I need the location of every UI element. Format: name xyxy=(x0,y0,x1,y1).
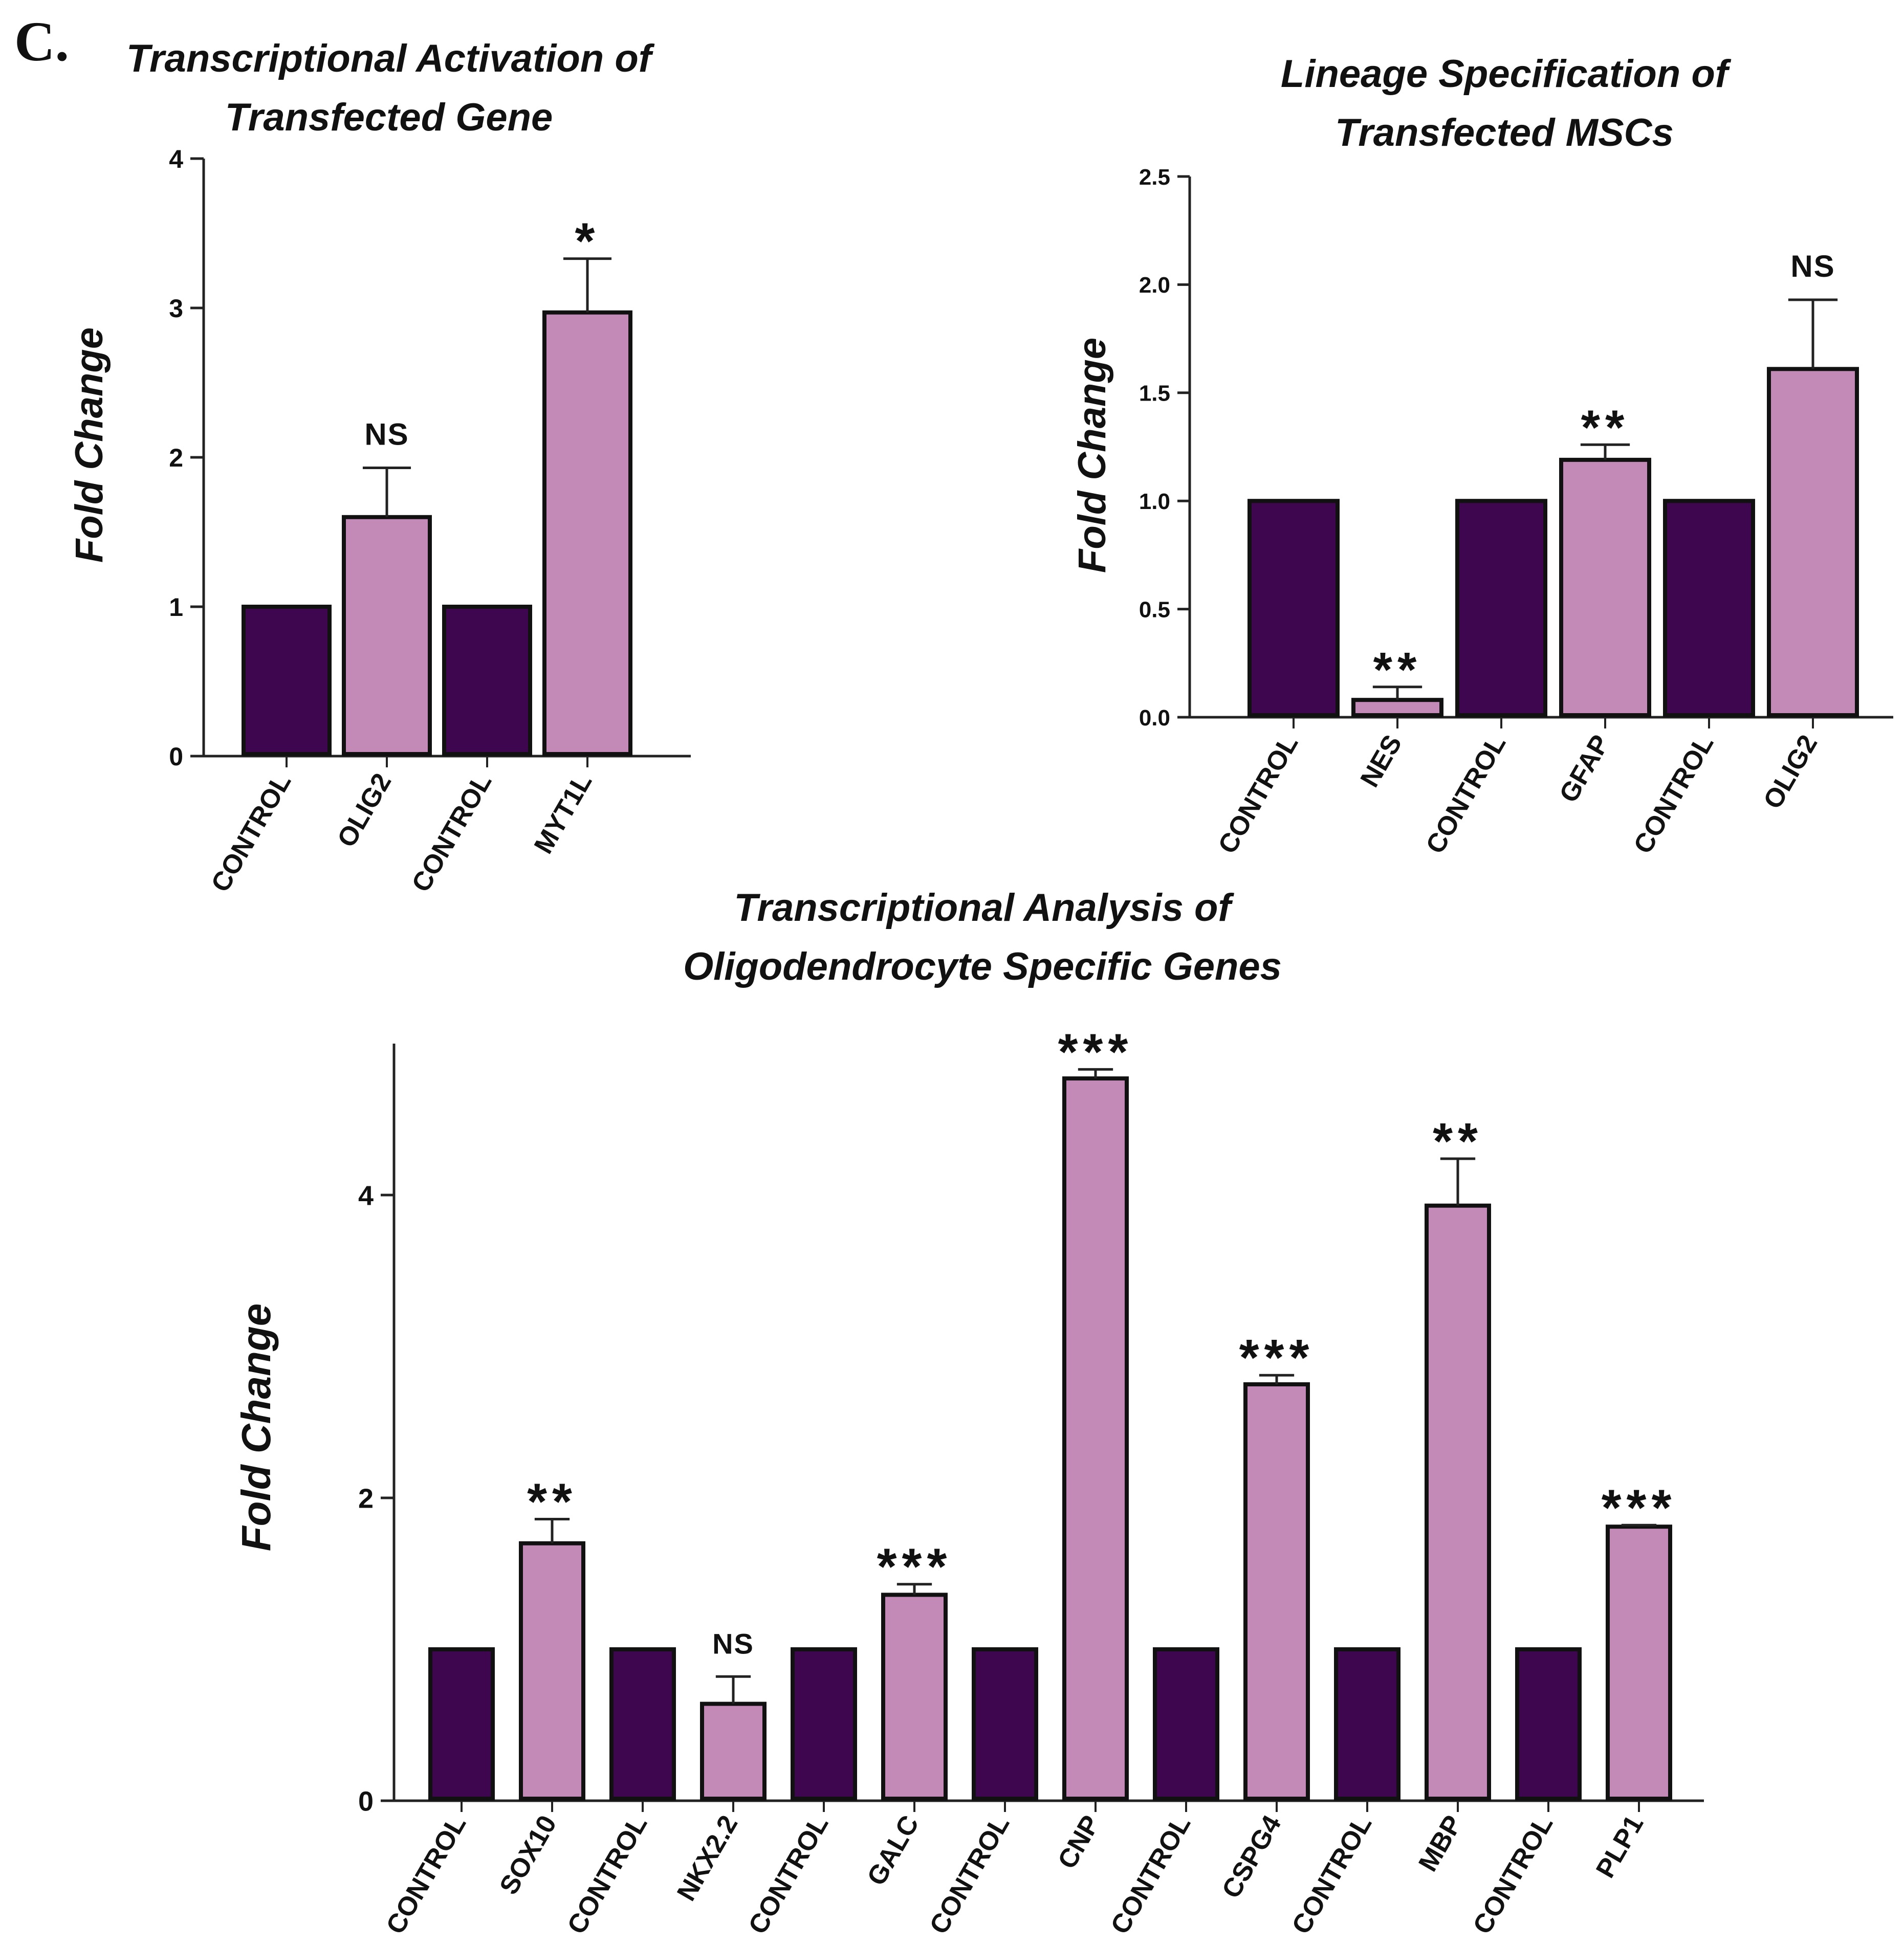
treatment-bar xyxy=(519,1541,585,1801)
significance-label: * xyxy=(575,213,600,270)
significance-label: NS xyxy=(364,417,409,451)
y-tick-label: 2.5 xyxy=(1139,165,1170,190)
significance-label: ** xyxy=(1581,400,1630,455)
y-tick-label: 4 xyxy=(169,145,183,173)
treatment-bar xyxy=(342,515,432,756)
control-bar xyxy=(442,605,532,756)
treatment-bar xyxy=(542,310,632,756)
significance-label: NS xyxy=(1790,249,1835,283)
treatment-bar xyxy=(881,1593,948,1801)
control-bar xyxy=(1248,499,1340,717)
chart-title-line: Lineage Specification of xyxy=(1281,52,1732,96)
control-bar xyxy=(1153,1647,1219,1801)
treatment-bar xyxy=(1767,367,1859,717)
significance-label: NS xyxy=(712,1627,754,1660)
y-tick-label: 0 xyxy=(358,1786,374,1817)
chart-oligodendrocyte-genes: Transcriptional Analysis of Oligodendrocy… xyxy=(233,886,1704,1939)
control-bar xyxy=(428,1647,495,1801)
significance-label: ** xyxy=(1373,643,1422,697)
y-tick-label: 4 xyxy=(358,1180,374,1211)
control-bar xyxy=(242,605,332,756)
treatment-bar xyxy=(1425,1203,1491,1801)
y-axis-label: Fold Change xyxy=(68,327,111,563)
y-tick-label: 2 xyxy=(169,444,183,472)
significance-label: *** xyxy=(877,1538,952,1596)
chart-title-line: Transcriptional Activation of xyxy=(126,37,655,80)
chart-title-line: Transfected Gene xyxy=(225,96,553,139)
control-bar xyxy=(1455,499,1547,717)
y-tick-label: 2 xyxy=(358,1483,374,1514)
significance-label: ** xyxy=(527,1473,577,1530)
y-tick-label: 3 xyxy=(169,294,183,323)
panel-label: C. xyxy=(14,10,69,73)
treatment-bar xyxy=(1062,1076,1129,1801)
treatment-bar xyxy=(1351,698,1443,718)
chart-title-line: Transfected MSCs xyxy=(1335,111,1674,154)
treatment-bar xyxy=(700,1701,767,1801)
significance-label: *** xyxy=(1058,1023,1133,1080)
control-bar xyxy=(1334,1647,1400,1801)
treatment-bar xyxy=(1243,1382,1310,1801)
y-axis-label: Fold Change xyxy=(233,1303,279,1551)
significance-label: *** xyxy=(1239,1329,1315,1386)
y-tick-label: 0.0 xyxy=(1139,705,1170,731)
significance-label: *** xyxy=(1602,1479,1677,1536)
control-bar xyxy=(972,1647,1038,1801)
control-bar xyxy=(791,1647,857,1801)
treatment-bar xyxy=(1606,1524,1672,1801)
control-bar xyxy=(609,1647,676,1801)
y-axis-label: Fold Change xyxy=(1070,338,1114,573)
y-tick-label: 1.5 xyxy=(1139,381,1170,406)
significance-label: ** xyxy=(1433,1113,1483,1170)
y-tick-label: 2.0 xyxy=(1139,273,1170,298)
control-bar xyxy=(1515,1647,1582,1801)
chart-title-line: Oligodendrocyte Specific Genes xyxy=(683,945,1282,988)
y-tick-label: 1.0 xyxy=(1139,489,1170,514)
y-tick-label: 1 xyxy=(169,593,183,622)
control-bar xyxy=(1663,499,1755,717)
chart-title-line: Transcriptional Analysis of xyxy=(734,886,1234,930)
y-tick-label: 0 xyxy=(169,742,183,771)
y-tick-label: 0.5 xyxy=(1139,597,1170,622)
treatment-bar xyxy=(1559,457,1651,717)
